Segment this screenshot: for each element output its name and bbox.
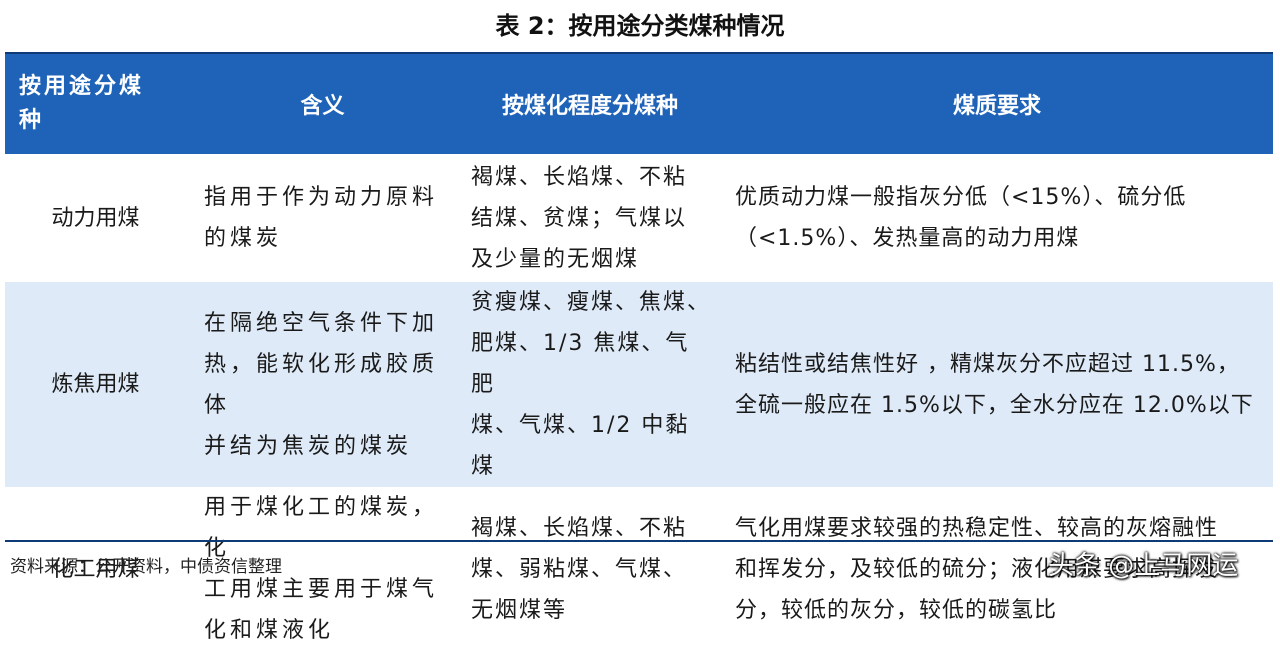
cell-line: （<1.5%）、发热量高的动力用煤 [735, 226, 1080, 251]
cell-line: 指用于作为动力原料 [204, 185, 439, 210]
cell-line: 和挥发分，及较低的硫分；液化用煤要求高挥发 [735, 556, 1219, 582]
cell-line: 煤、气煤、1/2 中黏煤 [471, 413, 690, 479]
cell-line: 优质动力煤一般指灰分低（<15%）、硫分低 [735, 185, 1187, 210]
table-row: 炼焦用煤 在隔绝空气条件下加 热，能软化形成胶质体 并结为焦炭的煤炭 贫瘦煤、瘦… [5, 282, 1273, 487]
cell-line: 并结为焦炭的煤炭 [204, 433, 413, 459]
header-meaning: 含义 [300, 94, 345, 119]
cell-line: 褐煤、长焰煤、不粘 [471, 164, 688, 190]
row-meaning: 指用于作为动力原料 的煤炭 [186, 154, 459, 282]
coal-classification-table: 按用途分煤 种 含义 按煤化程度分煤种 煤质要求 动力用煤 指用于作为动力原料 … [5, 52, 1273, 651]
row-coal-kinds: 褐煤、长焰煤、不粘 结煤、贫煤；气煤以 及少量的无烟煤 [459, 154, 721, 282]
row-usage-name: 化工用煤 [51, 556, 140, 582]
cell-line: 结煤、贫煤；气煤以 [471, 205, 688, 231]
cell-line: 气化用煤要求较强的热稳定性、较高的灰熔融性 [735, 515, 1219, 541]
cell-line: 热，能软化形成胶质体 [204, 351, 439, 418]
cell-line: 及少量的无烟煤 [471, 246, 640, 272]
table-header: 按用途分煤 种 含义 按煤化程度分煤种 煤质要求 [5, 53, 1273, 154]
source-note: 资料来源：公开资料，中债资信整理 [10, 557, 282, 577]
header-coalification-type: 按煤化程度分煤种 [501, 94, 678, 119]
cell-line: 煤、弱粘煤、气煤、 [471, 556, 688, 582]
watermark: 头条 @上马网运 [1048, 551, 1239, 581]
cell-line: 的煤炭 [204, 226, 283, 251]
header-usage-type-line: 按用途分煤 [19, 74, 145, 99]
cell-line: 化和煤液化 [204, 618, 335, 643]
bottom-rule [5, 540, 1273, 542]
cell-line: 粘结性或结焦性好 ，精煤灰分不应超过 11.5%， [735, 351, 1240, 377]
cell-line: 用于煤化工的煤炭，化 [204, 495, 439, 561]
row-coal-kinds: 贫瘦煤、瘦煤、焦煤、 肥煤、1/3 焦煤、气肥 煤、气煤、1/2 中黏煤 [459, 282, 721, 487]
table-row: 动力用煤 指用于作为动力原料 的煤炭 褐煤、长焰煤、不粘 结煤、贫煤；气煤以 及… [5, 154, 1273, 282]
row-usage-name: 动力用煤 [51, 205, 140, 231]
cell-line: 分，较低的灰分，较低的碳氢比 [735, 597, 1058, 623]
cell-line: 褐煤、长焰煤、不粘 [471, 515, 688, 541]
cell-line: 在隔绝空气条件下加 [204, 310, 439, 336]
cell-line: 全硫一般应在 1.5%以下，全水分应在 12.0%以下 [735, 392, 1254, 418]
row-usage-name: 炼焦用煤 [51, 372, 140, 397]
cell-line: 贫瘦煤、瘦煤、焦煤、 [471, 290, 712, 315]
header-usage-type: 按用途分煤 种 [5, 53, 186, 154]
cell-line: 肥煤、1/3 焦煤、气肥 [471, 331, 690, 397]
table-title: 表 2：按用途分类煤种情况 [495, 12, 785, 40]
row-quality-requirement: 粘结性或结焦性好 ，精煤灰分不应超过 11.5%， 全硫一般应在 1.5%以下，… [721, 282, 1273, 487]
row-coal-kinds: 褐煤、长焰煤、不粘 煤、弱粘煤、气煤、 无烟煤等 [459, 487, 721, 651]
header-usage-type-line: 种 [19, 108, 45, 133]
cell-line: 无烟煤等 [471, 597, 568, 623]
row-quality-requirement: 优质动力煤一般指灰分低（<15%）、硫分低 （<1.5%）、发热量高的动力用煤 [721, 154, 1273, 282]
header-quality-requirement: 煤质要求 [952, 94, 1041, 119]
row-meaning: 在隔绝空气条件下加 热，能软化形成胶质体 并结为焦炭的煤炭 [186, 282, 459, 487]
